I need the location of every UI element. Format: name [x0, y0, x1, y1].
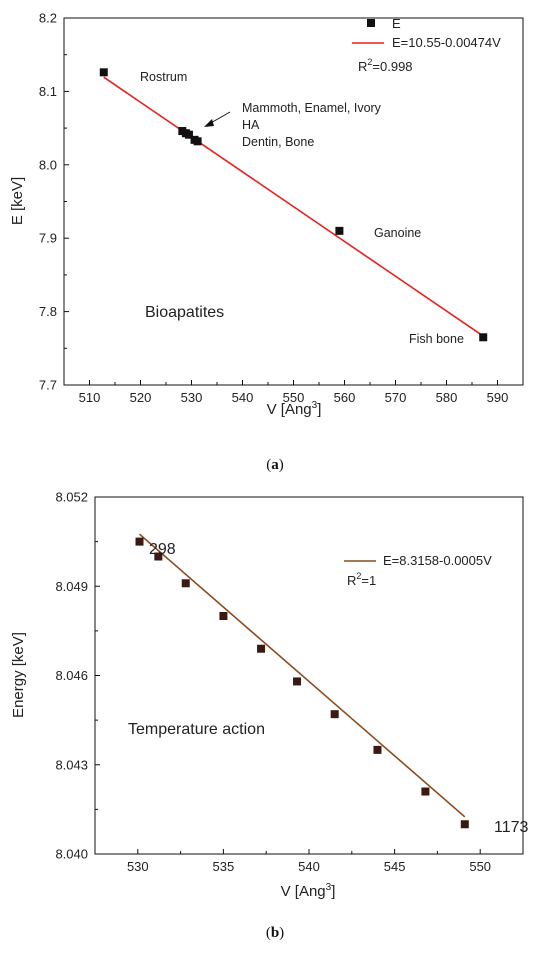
- a-y-tick-label: 7.8: [39, 304, 57, 319]
- caption-a: (a): [266, 457, 284, 473]
- data-points-a: [99, 68, 488, 342]
- b-data-point: [219, 612, 228, 620]
- annotation-1173: 1173: [494, 819, 529, 836]
- data-points-b: [135, 537, 469, 829]
- annotation-ha: HA: [242, 118, 260, 132]
- a-y-tick-label: 8.1: [39, 84, 57, 99]
- a-x-tick-label: 530: [181, 390, 203, 405]
- a-data-point: [479, 333, 488, 342]
- annotation-ganoine: Ganoine: [374, 226, 421, 240]
- y-axis-title-b: Energy [keV]: [10, 632, 27, 718]
- legend-b-r2: R2=1: [347, 571, 376, 588]
- legend-a: E E=10.55-0.00474V R2=0.998: [352, 16, 501, 74]
- x-axis-title-a-bracket: ]: [317, 401, 321, 418]
- a-data-point: [193, 137, 202, 146]
- b-x-tick-label: 550: [469, 859, 491, 874]
- b-data-point: [330, 710, 339, 719]
- b-y-tick-label: 8.046: [55, 668, 88, 683]
- annotation-temperature: Temperature action: [128, 721, 265, 738]
- x-axis-title-a-sup: 3: [312, 400, 318, 411]
- b-y-tick-label: 8.040: [55, 847, 88, 862]
- a-data-point: [184, 130, 193, 139]
- a-y-tick-label: 7.9: [39, 231, 57, 246]
- b-y-tick-label: 8.043: [55, 757, 88, 772]
- a-x-tick-label: 580: [436, 390, 458, 405]
- b-x-tick-label: 535: [213, 859, 235, 874]
- b-y-tick-label: 8.049: [55, 579, 88, 594]
- b-data-point: [460, 820, 469, 829]
- annotation-arrow: [204, 111, 231, 127]
- b-data-point: [293, 677, 302, 686]
- x-axis-title-b-sup: 3: [326, 882, 332, 893]
- axis-ticks-b: 530 535 540 545 550 8.040 8.043 8.046 8.049 8.052: [55, 490, 491, 875]
- b-data-point: [181, 579, 190, 588]
- x-axis-title-b: V [Ang3]: [281, 882, 336, 900]
- legend-a-marker: [367, 19, 375, 27]
- a-fit-line: [103, 76, 484, 337]
- fit-line-group-b: [138, 533, 466, 818]
- annotation-298: 298: [149, 541, 176, 558]
- a-x-tick-label: 570: [385, 390, 407, 405]
- x-axis-title-b-bracket: ]: [331, 883, 335, 900]
- fit-line-group-a: [103, 76, 484, 337]
- a-x-tick-label: 510: [79, 390, 101, 405]
- b-x-tick-label: 545: [384, 859, 406, 874]
- plot-frame-a: [63, 17, 524, 386]
- axis-ticks-a: 510 520 530 540 550 560 570 580 590 7.7 7.8 7.9 8.0 8…: [39, 11, 508, 406]
- a-x-tick-label: 540: [232, 390, 254, 405]
- legend-b-line-label: E=8.3158-0.0005V: [383, 553, 492, 568]
- a-data-point: [335, 226, 344, 235]
- a-y-tick-label: 8.2: [39, 11, 57, 26]
- b-data-point: [154, 552, 163, 561]
- b-x-tick-label: 540: [298, 859, 320, 874]
- b-data-point: [373, 745, 382, 754]
- plot-area-a: [63, 17, 524, 386]
- b-fit-line: [138, 533, 466, 818]
- b-data-point: [257, 644, 266, 653]
- x-axis-title-a: V [Ang3]: [267, 400, 322, 418]
- annotation-bioapatites: Bioapatites: [145, 304, 224, 321]
- annotation-mammoth: Mammoth, Enamel, Ivory: [242, 101, 382, 115]
- annotation-fishbone: Fish bone: [409, 332, 464, 346]
- a-x-tick-label: 560: [334, 390, 356, 405]
- a-y-tick-label: 8.0: [39, 157, 57, 172]
- b-data-point: [135, 537, 144, 546]
- x-axis-title-b-main: V [Ang: [281, 883, 326, 900]
- legend-a-line-label: E=10.55-0.00474V: [392, 35, 501, 50]
- chart-b: 530 535 540 545 550 8.040 8.043 8.046 8.049 8.052…: [10, 490, 529, 901]
- legend-b: E=8.3158-0.0005V R2=1: [344, 553, 492, 588]
- legend-a-r2: R2=0.998: [358, 57, 413, 74]
- a-data-point: [99, 68, 108, 77]
- b-x-tick-label: 530: [127, 859, 149, 874]
- y-axis-title-a: E [keV]: [9, 177, 26, 225]
- b-data-point: [421, 787, 430, 796]
- a-x-tick-label: 590: [487, 390, 509, 405]
- legend-a-marker-label: E: [392, 16, 401, 31]
- a-x-tick-label: 550: [283, 390, 305, 405]
- annotation-dentin: Dentin, Bone: [242, 135, 314, 149]
- a-x-tick-label: 520: [130, 390, 152, 405]
- a-y-tick-label: 7.7: [39, 378, 57, 393]
- caption-b: (b): [265, 925, 285, 941]
- annotation-rostrum: Rostrum: [140, 70, 187, 84]
- chart-a: 510 520 530 540 550 560 570 580 590 7.7 7.8 7.9 8.0 8…: [9, 11, 524, 418]
- b-y-tick-label: 8.052: [55, 490, 88, 505]
- x-axis-title-a-main: V [Ang: [267, 401, 312, 418]
